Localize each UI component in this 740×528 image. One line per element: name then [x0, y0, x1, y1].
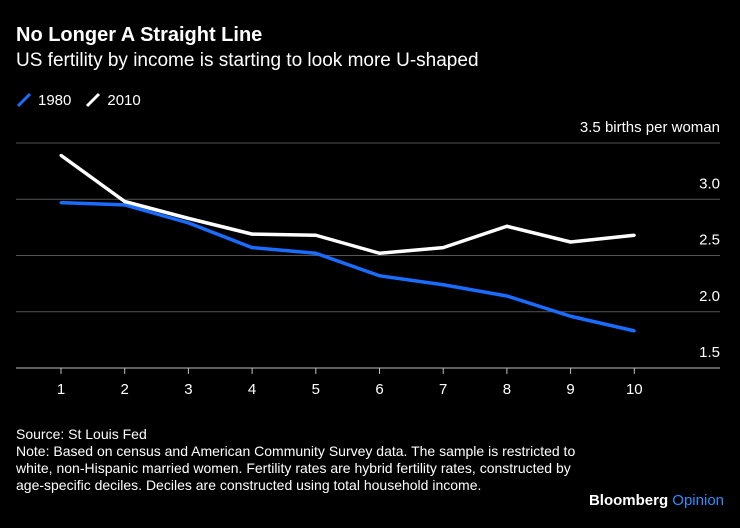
legend-label-2010: 2010	[107, 91, 141, 109]
data-point-1980	[378, 274, 381, 278]
data-point-2010	[441, 246, 445, 250]
series-line-1980	[60, 200, 635, 333]
data-point-2010	[569, 240, 573, 244]
x-tick-label: 7	[439, 381, 447, 398]
y-tick-label: 2.0	[699, 288, 720, 305]
data-point-2010	[186, 216, 190, 220]
brand-name: Bloomberg	[588, 492, 669, 509]
legend-item-2010: 2010	[85, 91, 141, 109]
x-tick-label: 2	[121, 381, 129, 398]
y-tick-label: 3.0	[699, 175, 720, 192]
x-tick-label: 4	[248, 381, 256, 398]
data-point-2010	[314, 233, 318, 237]
data-point-2010	[59, 153, 63, 157]
data-point-2010	[123, 200, 127, 203]
data-point-2010	[632, 233, 636, 237]
legend-label-1980: 1980	[38, 91, 72, 109]
x-tick-label: 10	[626, 381, 643, 398]
data-point-2010	[250, 232, 254, 236]
data-point-1980	[123, 203, 127, 207]
data-point-1980	[186, 221, 190, 225]
source-note: Source: St Louis Fed	[16, 426, 147, 442]
x-tick-label: 1	[57, 381, 65, 398]
data-point-1980	[569, 314, 573, 318]
chart-title: No Longer A Straight Line	[16, 24, 263, 46]
data-point-2010	[378, 251, 381, 255]
data-point-1980	[250, 246, 254, 250]
y-tick-label: 2.5	[699, 232, 720, 249]
x-tick-label: 8	[503, 381, 511, 398]
series-line-2010	[59, 153, 635, 255]
data-point-1980	[632, 329, 636, 333]
x-tick-label: 6	[375, 381, 383, 398]
data-point-2010	[505, 224, 509, 228]
legend-swatch-2010	[86, 92, 101, 108]
data-point-1980	[59, 201, 63, 205]
chart-subtitle: US fertility by income is starting to lo…	[16, 50, 479, 71]
data-point-1980	[314, 251, 318, 255]
data-point-1980	[505, 294, 509, 298]
methodology-note: Note: Based on census and American Commu…	[16, 443, 576, 493]
y-axis-unit-label: 3.5 births per woman	[580, 119, 720, 136]
y-tick-label: 1.5	[699, 344, 720, 361]
brand-logo: Bloomberg Opinion	[589, 492, 724, 509]
x-tick-label: 9	[566, 381, 574, 398]
data-point-1980	[441, 283, 445, 287]
x-tick-label: 5	[312, 381, 320, 398]
legend-swatch-1980	[16, 92, 32, 108]
legend-item-1980: 1980	[16, 92, 71, 109]
brand-suffix: Opinion	[672, 492, 724, 509]
legend: 1980 2010	[16, 90, 155, 110]
x-tick-label: 3	[184, 381, 192, 398]
